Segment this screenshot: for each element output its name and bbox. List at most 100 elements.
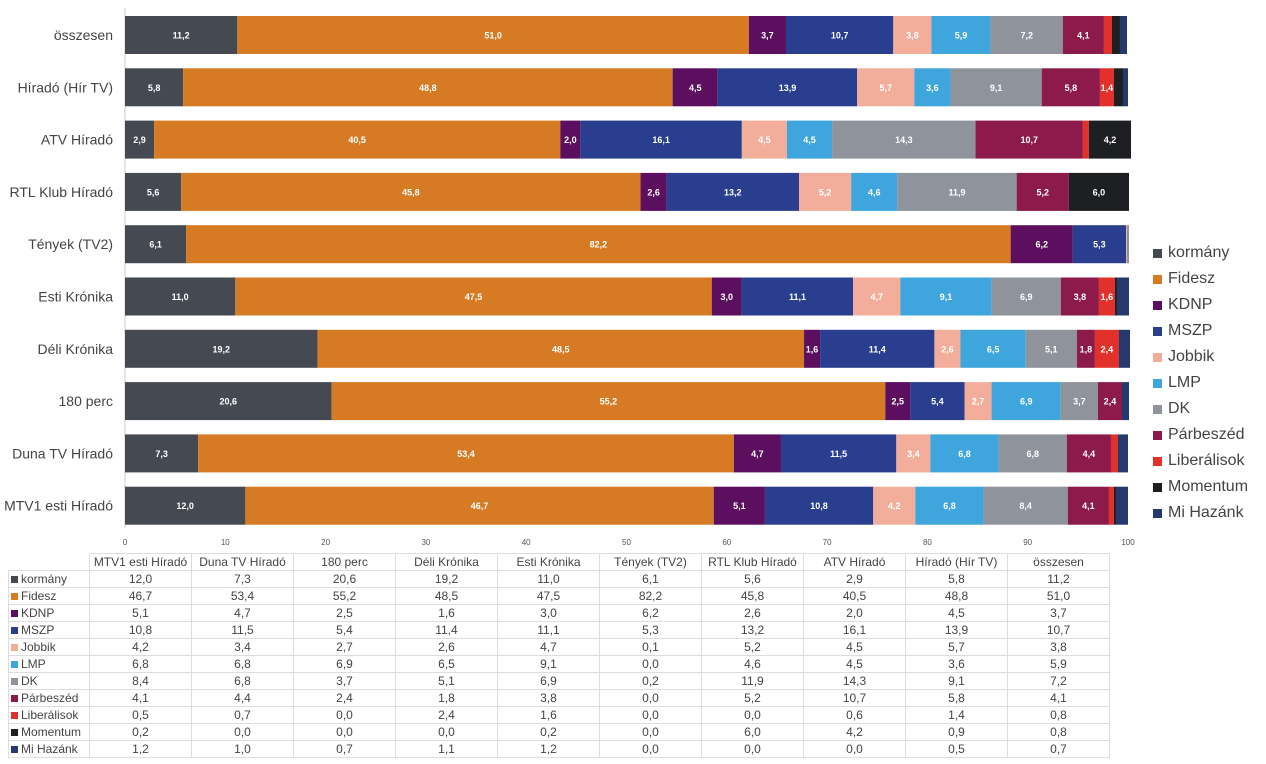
table-column-header: ATV Híradó: [803, 553, 906, 571]
data-label: 48,5: [552, 344, 570, 354]
table-column-header: Tények (TV2): [599, 553, 702, 571]
bar-segment-mszp: [910, 382, 965, 421]
table-cell: 0,2: [599, 672, 702, 690]
table-cell: 5,1: [89, 604, 192, 622]
bar-segment-jobbik: [896, 434, 931, 473]
table-cell: 0,9: [905, 723, 1008, 741]
legend-label: Liberálisok: [1168, 452, 1245, 469]
bar-segment-mszp: [717, 68, 858, 107]
bar-segment-kdnp: [733, 434, 781, 473]
table-column-header: Déli Krónika: [395, 553, 498, 571]
table-row-header: Fidesz: [8, 587, 90, 605]
table-cell: 11,0: [497, 570, 600, 588]
legend-item: MSZP: [1153, 318, 1248, 344]
table-cell: 2,0: [803, 604, 906, 622]
table-cell: 0,2: [497, 723, 600, 741]
legend-label: MSZP: [1168, 322, 1213, 339]
table-cell: 4,5: [803, 655, 906, 673]
data-label: 4,5: [689, 83, 702, 93]
data-label: 6,8: [1026, 449, 1039, 459]
table-cell: 9,1: [905, 672, 1008, 690]
table-row: Fidesz 46,7 53,4 55,2 48,5 47,5 82,2 45,8 40,5 48…: [8, 587, 1110, 605]
bar-segment-liberálisok: [1099, 68, 1114, 107]
data-label: 1,8: [1080, 344, 1093, 354]
data-label: 13,2: [724, 187, 742, 197]
data-label: 7,3: [155, 449, 168, 459]
legend-swatch: [11, 610, 18, 617]
bar-segment-dk: [950, 68, 1042, 107]
table-cell: 4,5: [803, 638, 906, 656]
bar-segment-mszp: [764, 486, 874, 525]
bar-segment-liberálisok: [1098, 277, 1115, 316]
data-label: 1,6: [806, 344, 819, 354]
table-cell: 1,2: [89, 740, 192, 758]
data-label: 46,7: [471, 501, 489, 511]
bar-segment-kormány: [125, 225, 187, 264]
table-header-row: MTV1 esti Híradó Duna TV Híradó 180 perc Dé…: [9, 553, 1110, 571]
data-label: 5,8: [1065, 83, 1078, 93]
bar-segment-párbeszéd: [1016, 172, 1069, 211]
table-cell: 5,2: [701, 638, 804, 656]
bar-segment-kormány: [125, 172, 182, 211]
bar-segment-kdnp: [804, 329, 821, 368]
bar-segment-jobbik: [853, 277, 901, 316]
table-cell: 11,5: [191, 621, 294, 639]
table-cell: 4,5: [905, 604, 1008, 622]
legend-item: Fidesz: [1153, 266, 1248, 292]
table-cell: 11,2: [1007, 570, 1110, 588]
bar-segment-kdnp: [885, 382, 911, 421]
table-cell: 0,7: [1007, 740, 1110, 758]
table-cell: 3,8: [1007, 638, 1110, 656]
bar-segment-lmp: [991, 382, 1061, 421]
table-row: KDNP 5,1 4,7 2,5 1,6 3,0 6,2 2,6 2,0 4,5 3,7: [8, 604, 1110, 622]
bar-segment-párbeszéd: [1060, 277, 1099, 316]
bar-segment-kormány: [125, 329, 318, 368]
data-label: 3,7: [761, 31, 774, 41]
bar-segment-jobbik: [799, 172, 852, 211]
table-cell: 1,6: [395, 604, 498, 622]
bar-segment-fidesz: [237, 16, 749, 54]
legend-label: Mi Hazánk: [1168, 504, 1244, 521]
bar-segment-liberálisok: [1082, 120, 1089, 159]
bar-segment-jobbik: [1125, 225, 1127, 264]
table-cell: 2,6: [701, 604, 804, 622]
table-cell: 4,2: [803, 723, 906, 741]
data-label: 82,2: [590, 240, 608, 250]
x-tick-label: 10: [221, 538, 230, 547]
legend-label: Párbeszéd: [1168, 426, 1245, 443]
legend-swatch: [1153, 300, 1162, 310]
category-label: Híradó (Hír TV): [18, 79, 113, 95]
table-cell: 1,4: [905, 706, 1008, 724]
bar-segment-kormány: [125, 434, 199, 473]
bar-segment-lmp: [915, 486, 984, 525]
bar-segment-mi-hazánk: [1116, 277, 1130, 316]
x-tick-label: 0: [123, 538, 128, 547]
data-table: MTV1 esti Híradó Duna TV Híradó 180 perc Dé…: [8, 553, 1110, 758]
table-cell: 8,4: [89, 672, 192, 690]
bar-segment-fidesz: [186, 225, 1011, 264]
table-cell: 47,5: [497, 587, 600, 605]
table-cell: 0,5: [89, 706, 192, 724]
bar-segment-mi-hazánk: [1119, 16, 1127, 54]
bar-segment-párbeszéd: [1097, 382, 1122, 421]
bar-segment-jobbik: [934, 329, 961, 368]
data-label: 4,5: [758, 135, 771, 145]
legend-label: Fidesz: [1168, 270, 1216, 287]
table-cell: 6,0: [701, 723, 804, 741]
data-label: 2,4: [1101, 344, 1114, 354]
x-tick-label: 80: [923, 538, 932, 547]
bar-segment-kdnp: [1010, 225, 1073, 264]
data-label: 3,0: [721, 292, 734, 302]
table-cell: 19,2: [395, 570, 498, 588]
bar-segment-kdnp: [748, 16, 786, 54]
table-cell: 1,8: [395, 689, 498, 707]
bar-segment-dk: [1025, 329, 1077, 368]
table-column-header: összesen: [1007, 553, 1110, 571]
table-cell: 6,2: [599, 604, 702, 622]
bar-segment-dk: [990, 16, 1063, 54]
data-label: 6,5: [987, 344, 1000, 354]
data-label: 4,4: [1083, 449, 1096, 459]
data-label: 7,2: [1020, 31, 1033, 41]
bar-segment-kdnp: [713, 486, 765, 525]
table-cell: 9,1: [497, 655, 600, 673]
